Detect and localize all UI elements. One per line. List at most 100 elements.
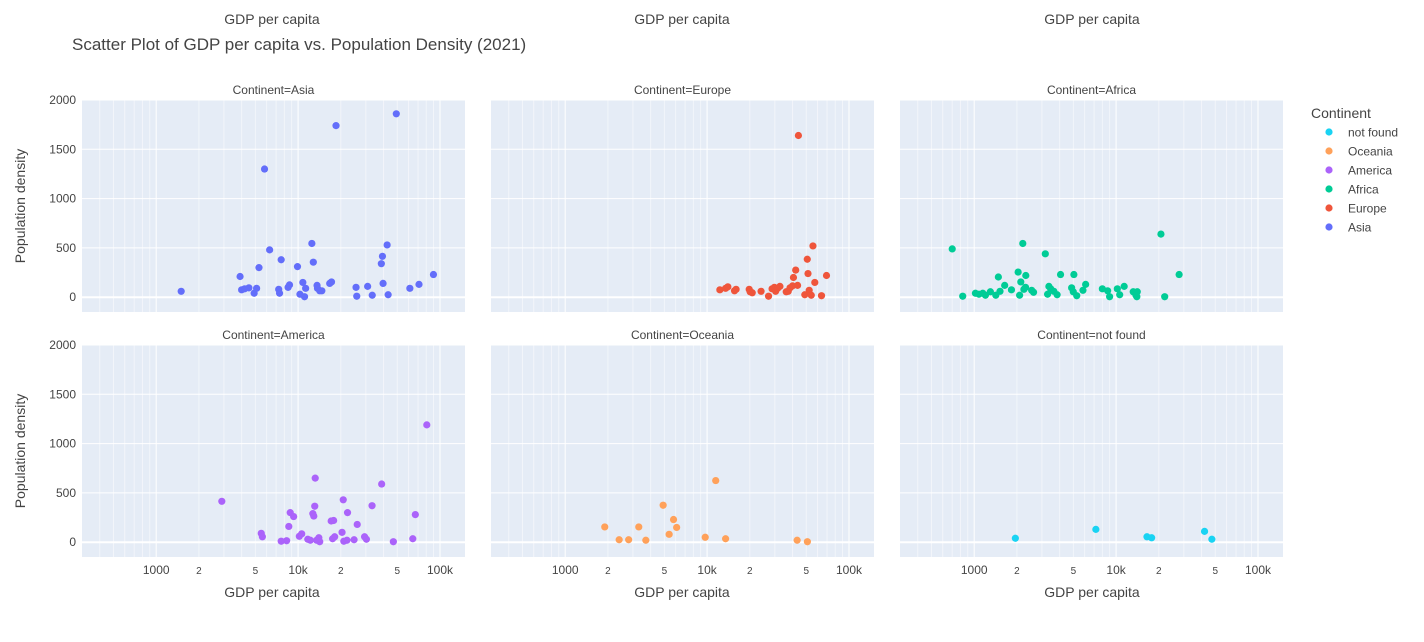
- data-point[interactable]: [1082, 280, 1090, 288]
- data-point[interactable]: [283, 537, 291, 545]
- data-point[interactable]: [406, 284, 414, 292]
- data-point[interactable]: [1104, 287, 1112, 295]
- data-point[interactable]: [275, 289, 284, 297]
- data-point[interactable]: [722, 535, 730, 543]
- data-point[interactable]: [290, 512, 298, 521]
- data-point[interactable]: [343, 509, 352, 517]
- data-point[interactable]: [298, 530, 306, 538]
- data-point[interactable]: [318, 287, 326, 295]
- data-point[interactable]: [1175, 270, 1183, 279]
- data-point[interactable]: [353, 520, 361, 529]
- data-point[interactable]: [804, 269, 812, 278]
- data-point[interactable]: [411, 510, 419, 519]
- data-point[interactable]: [724, 283, 732, 291]
- data-point[interactable]: [423, 421, 431, 429]
- data-point[interactable]: [1148, 534, 1156, 542]
- data-point[interactable]: [1092, 525, 1100, 533]
- data-point[interactable]: [330, 516, 338, 525]
- data-point[interactable]: [415, 280, 423, 288]
- data-point[interactable]: [377, 260, 385, 268]
- data-point[interactable]: [776, 282, 784, 290]
- data-point[interactable]: [701, 533, 709, 541]
- data-point[interactable]: [996, 287, 1004, 295]
- data-point[interactable]: [218, 497, 226, 505]
- data-point[interactable]: [1070, 270, 1078, 279]
- data-point[interactable]: [266, 246, 274, 254]
- data-point[interactable]: [748, 289, 756, 297]
- data-point[interactable]: [673, 523, 681, 532]
- data-point[interactable]: [1022, 271, 1030, 280]
- data-point[interactable]: [959, 292, 967, 300]
- data-point[interactable]: [986, 288, 994, 296]
- data-point[interactable]: [285, 522, 293, 531]
- data-point[interactable]: [601, 523, 609, 531]
- data-point[interactable]: [1120, 282, 1128, 290]
- data-point[interactable]: [383, 241, 391, 249]
- data-point[interactable]: [1079, 286, 1087, 294]
- data-point[interactable]: [260, 165, 269, 173]
- data-point[interactable]: [764, 292, 773, 300]
- data-point[interactable]: [1113, 285, 1121, 293]
- data-point[interactable]: [378, 252, 387, 260]
- data-point[interactable]: [378, 480, 386, 488]
- data-point[interactable]: [1133, 288, 1141, 296]
- data-point[interactable]: [379, 279, 387, 288]
- data-point[interactable]: [368, 291, 376, 299]
- legend-item[interactable]: Asia: [1325, 221, 1372, 235]
- data-point[interactable]: [285, 281, 294, 289]
- data-point[interactable]: [362, 535, 371, 543]
- data-point[interactable]: [255, 264, 263, 272]
- data-point[interactable]: [642, 536, 650, 544]
- data-point[interactable]: [331, 533, 339, 541]
- data-point[interactable]: [364, 282, 372, 290]
- data-point[interactable]: [350, 536, 358, 544]
- data-point[interactable]: [308, 239, 316, 248]
- data-point[interactable]: [817, 292, 826, 300]
- data-point[interactable]: [1029, 288, 1038, 296]
- legend-item[interactable]: Oceania: [1325, 145, 1393, 159]
- data-point[interactable]: [389, 538, 397, 546]
- data-point[interactable]: [309, 258, 317, 266]
- data-point[interactable]: [948, 245, 956, 253]
- data-point[interactable]: [343, 536, 351, 544]
- data-point[interactable]: [253, 284, 261, 292]
- data-point[interactable]: [635, 523, 643, 531]
- data-point[interactable]: [1001, 281, 1009, 289]
- data-point[interactable]: [794, 131, 803, 140]
- legend-item[interactable]: Africa: [1325, 183, 1379, 197]
- data-point[interactable]: [1011, 534, 1019, 542]
- data-point[interactable]: [338, 528, 346, 536]
- data-point[interactable]: [811, 278, 819, 287]
- data-point[interactable]: [353, 292, 361, 300]
- data-point[interactable]: [245, 284, 253, 292]
- data-point[interactable]: [339, 496, 347, 504]
- data-point[interactable]: [1016, 291, 1024, 299]
- data-point[interactable]: [803, 255, 811, 263]
- data-point[interactable]: [1161, 293, 1169, 301]
- data-point[interactable]: [1116, 291, 1124, 299]
- data-point[interactable]: [1041, 250, 1049, 258]
- data-point[interactable]: [809, 242, 817, 250]
- data-point[interactable]: [293, 263, 302, 271]
- data-point[interactable]: [625, 536, 633, 544]
- data-point[interactable]: [332, 122, 340, 130]
- data-point[interactable]: [384, 291, 392, 299]
- data-point[interactable]: [757, 287, 765, 295]
- data-point[interactable]: [311, 474, 319, 482]
- data-point[interactable]: [615, 536, 623, 544]
- data-point[interactable]: [665, 530, 673, 538]
- data-point[interactable]: [716, 286, 724, 294]
- data-point[interactable]: [327, 278, 336, 286]
- data-point[interactable]: [300, 293, 309, 301]
- legend-item[interactable]: Europe: [1325, 202, 1387, 216]
- data-point[interactable]: [277, 537, 285, 545]
- data-point[interactable]: [803, 538, 811, 546]
- data-point[interactable]: [793, 281, 802, 289]
- data-point[interactable]: [712, 476, 720, 485]
- data-point[interactable]: [1014, 268, 1022, 276]
- data-point[interactable]: [792, 266, 800, 274]
- data-point[interactable]: [1043, 290, 1052, 298]
- data-point[interactable]: [801, 291, 809, 299]
- data-point[interactable]: [669, 515, 678, 524]
- data-point[interactable]: [793, 536, 801, 544]
